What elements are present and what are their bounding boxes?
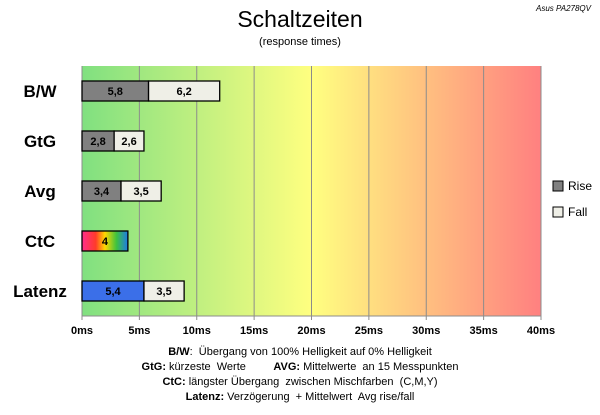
category-label: B/W <box>23 82 57 101</box>
footnote-text: Verzögerung + Mittelwert Avg rise/fall <box>224 391 415 403</box>
footnote-key: Latenz: <box>185 391 225 403</box>
footnote-text: längster Übergang zwischen Mischfarben (… <box>185 376 438 388</box>
footnote-bw: B/W: Übergang von 100% Helligkeit auf 0%… <box>0 345 600 360</box>
legend-swatch <box>552 206 564 218</box>
x-tick-label: 10ms <box>183 325 211 337</box>
chart-title: Schaltzeiten <box>237 6 363 32</box>
footnotes: B/W: Übergang von 100% Helligkeit auf 0%… <box>0 345 600 405</box>
data-label: 4 <box>102 236 109 248</box>
data-label: 2,6 <box>121 136 136 148</box>
data-label: 3,5 <box>156 286 171 298</box>
footnote-text: kürzeste Werte <box>166 361 274 373</box>
bar-fall <box>147 80 221 102</box>
x-tick-label: 15ms <box>240 325 268 337</box>
chart-subtitle: (response times) <box>259 36 341 48</box>
footnote-ctc: CtC: längster Übergang zwischen Mischfar… <box>0 375 600 390</box>
legend: Rise Fall <box>552 179 592 219</box>
footnote-key: CtC: <box>162 376 186 388</box>
data-label: 5,4 <box>105 286 121 298</box>
x-tick-label: 0ms <box>71 325 93 337</box>
category-label: CtC <box>25 232 55 251</box>
data-label: 3,5 <box>133 186 148 198</box>
footnote-key: AVG: <box>273 361 301 373</box>
data-label: 3,4 <box>94 186 110 198</box>
x-tick-label: 20ms <box>297 325 325 337</box>
legend-swatch <box>552 180 564 192</box>
bar-fall <box>120 180 162 202</box>
footnote-text: Mittelwerte an 15 Messpunkten <box>300 361 459 373</box>
bar-fall <box>143 280 185 302</box>
gridlines <box>81 66 542 320</box>
category-label: Latenz <box>13 282 67 301</box>
x-tick-label: 40ms <box>527 325 555 337</box>
footnote-latenz: Latenz: Verzögerung + Mittelwert Avg ris… <box>0 390 600 405</box>
category-labels: B/W GtG Avg CtC Latenz <box>13 82 67 301</box>
footnote-key: B/W <box>168 346 190 358</box>
footnote-gtg-avg: GtG: kürzeste Werte AVG: Mittelwerte an … <box>0 360 600 375</box>
category-label: Avg <box>24 182 56 201</box>
legend-label: Rise <box>568 179 592 193</box>
bars: 5,8 6,2 2,8 2,6 3,4 3,5 4 5,4 3,5 <box>81 80 221 302</box>
legend-label: Fall <box>568 205 587 219</box>
footnote-key: GtG: <box>141 361 166 373</box>
data-label: 6,2 <box>176 86 191 98</box>
footnote-text: : Übergang von 100% Helligkeit auf 0% He… <box>189 346 432 358</box>
x-tick-label: 30ms <box>412 325 440 337</box>
monitor-model-label: Asus PA278QV <box>536 4 591 13</box>
x-tick-label: 35ms <box>470 325 498 337</box>
x-tick-label: 25ms <box>355 325 383 337</box>
x-tick-labels: 0ms 5ms 10ms 15ms 20ms 25ms 30ms 35ms 40ms <box>71 325 555 337</box>
category-label: GtG <box>24 132 56 151</box>
bar-fall <box>113 130 145 152</box>
bar-ctc <box>81 230 129 252</box>
x-tick-label: 5ms <box>128 325 150 337</box>
data-label: 2,8 <box>90 136 105 148</box>
data-label: 5,8 <box>108 86 123 98</box>
